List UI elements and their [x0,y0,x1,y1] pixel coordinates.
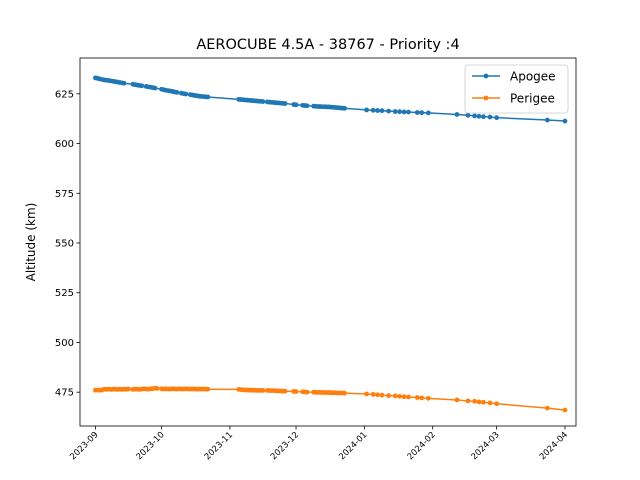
apogee-point [454,112,460,117]
apogee-point [386,108,392,114]
apogee-point [370,107,376,113]
perigee-point [379,392,385,398]
perigee-point [465,398,471,404]
apogee-point [379,108,385,114]
perigee-point [472,398,477,404]
perigee-point [406,394,411,400]
apogee-point [414,110,420,115]
legend: Apogee Perigee [464,64,569,114]
y-tick-label: 475 [55,388,74,399]
perigee-point [419,395,425,401]
legend-apogee-marker [483,73,489,79]
legend-perigee-label: Perigee [510,92,555,106]
apogee-point [401,109,407,115]
apogee-point [406,109,411,115]
apogee-point [121,80,127,86]
y-tick-label: 625 [55,89,74,100]
perigee-point [126,386,131,392]
perigee-point [375,392,380,398]
apogee-point [487,114,493,120]
apogee-point [472,113,477,119]
apogee-point [375,108,380,113]
perigee-point [544,405,550,411]
perigee-point [386,393,392,398]
chart-title: AEROCUBE 4.5A - 38767 - Priority :4 [196,37,459,53]
apogee-point [174,90,180,95]
perigee-point [282,388,288,394]
y-tick-label: 550 [55,238,74,249]
perigee-point [414,395,420,400]
legend-perigee-marker [483,95,489,101]
apogee-point [364,107,369,113]
apogee-point [183,91,189,97]
perigee-point [205,386,211,392]
apogee-point [494,115,500,121]
apogee-point [392,109,398,114]
legend-box [464,64,569,114]
apogee-point [205,94,211,100]
perigee-point [304,389,310,395]
y-tick-label: 500 [55,338,74,349]
apogee-point [342,105,347,111]
perigee-point [397,393,403,399]
perigee-point [260,387,266,393]
apogee-point [562,118,568,124]
apogee-point [425,110,431,116]
apogee-point [152,85,158,91]
apogee-point [304,103,310,109]
perigee-point [364,391,369,397]
perigee-point [401,394,407,400]
y-tick-label: 525 [55,288,74,299]
perigee-point [293,389,299,394]
apogee-point [481,114,486,120]
apogee-point [476,113,482,119]
perigee-point [425,395,431,401]
apogee-point [139,83,145,89]
y-tick-label: 575 [55,189,74,200]
y-tick-label: 600 [55,139,74,150]
perigee-point [154,386,160,391]
apogee-point [465,112,471,118]
perigee-point [562,407,568,413]
y-axis-title: Altitude (km) [24,203,38,282]
perigee-point [487,400,493,406]
perigee-point [454,397,460,403]
apogee-point [293,102,299,108]
perigee-point [476,399,482,405]
legend-apogee-label: Apogee [510,70,556,84]
plot-area [93,75,568,413]
perigee-point [342,390,347,396]
perigee-point [392,393,398,399]
perigee-point [481,399,486,405]
apogee-point [544,117,550,123]
perigee-point [494,401,500,407]
apogee-point [260,99,266,104]
apogee-point [282,101,288,106]
apogee-point [419,110,425,116]
apogee-point [397,109,403,115]
perigee-point [370,391,376,397]
plot-frame [79,57,577,427]
